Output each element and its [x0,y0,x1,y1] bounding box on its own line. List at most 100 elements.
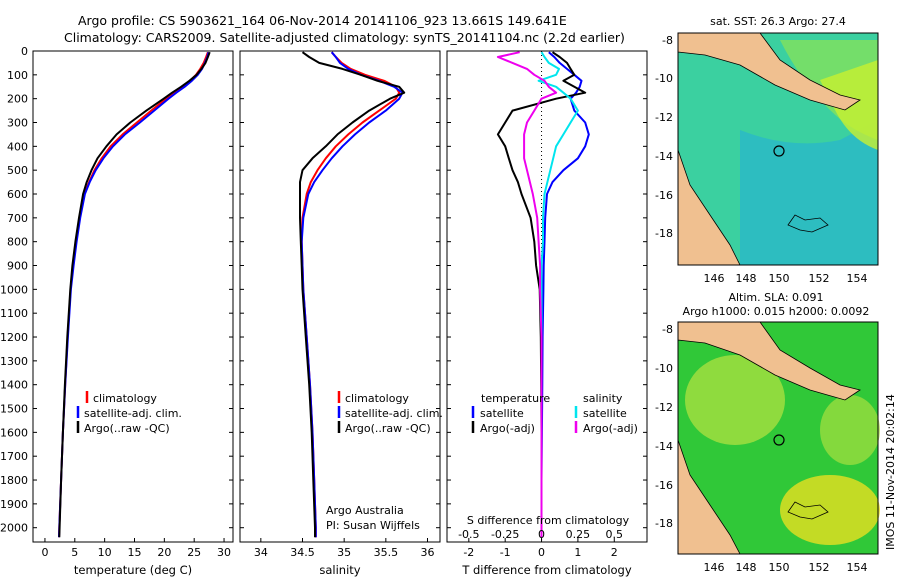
difference-legend: temperature salinity satellite Argo(-adj… [471,392,638,435]
x-tick-label: 25 [187,546,201,559]
temperature-plot: 0 5 10 15 20 25 30 temperature (deg C) climato… [41,51,231,577]
sal-legend-satellite: satellite-adj. clim. [345,407,443,420]
lat-tick: -18 [655,227,673,240]
depth-tick-label: 800 [7,236,28,249]
x-tick-label: 5 [71,546,78,559]
footer-stamp: IMOS 11-Nov-2014 20:02:14 [884,394,897,550]
lat-tick: -14 [655,440,673,453]
legend-t-satellite: satellite [480,407,524,420]
lon-tick: 150 [769,272,790,285]
depth-tick-label: 1900 [0,498,28,511]
salinity-panel-frame [239,50,441,543]
new-guinea-land [677,321,861,401]
sla-lon-ticks: 146 148 150 152 154 [704,561,868,574]
x-tick-label: 1 [574,546,581,559]
series-line-argo-raw-qc- [58,51,211,538]
sal-legend-argo: Argo(..raw -QC) [345,422,431,435]
x-tick-label: 35.5 [374,546,399,559]
argo-location-marker [773,145,785,157]
lat-tick: -8 [662,34,673,47]
temp-legend-climatology: climatology [93,392,157,405]
depth-tick-label: 600 [7,188,28,201]
difference-panel-frame [446,50,648,543]
lat-tick: -12 [655,401,673,414]
depth-tick-label: 400 [7,140,28,153]
t-difference-xlabel: T difference from climatology [461,563,632,577]
s-tick-label: 0.5 [606,528,624,541]
depth-tick-label: 100 [7,69,28,82]
sst-cool-region [740,120,878,265]
x-tick-label: 35 [337,546,351,559]
header-line-1: Argo profile: CS 5903621_164 06-Nov-2014… [78,13,567,28]
sla-high-region [685,355,785,445]
x-tick-label: 2 [611,546,618,559]
temp-legend-argo: Argo(..raw -QC) [84,422,170,435]
depth-tick-label: 1700 [0,450,28,463]
sla-map: Altim. SLA: 0.091 Argo h1000: 0.015 h200… [655,291,880,574]
lat-tick: -14 [655,150,673,163]
depth-axis: 0 100 200 300 400 500 600 700 800 900 1000 1100 1200… [0,45,647,535]
lon-tick: 154 [847,561,868,574]
depth-tick-label: 200 [7,93,28,106]
lon-tick: 146 [704,561,725,574]
temperature-panel-frame [32,50,234,543]
sla-peak-region [780,475,880,545]
sst-lon-ticks: 146 148 150 152 154 [704,272,868,285]
lon-tick: 150 [769,561,790,574]
series-line-satellite-adj-clim- [300,51,404,538]
sst-map-title: sat. SST: 26.3 Argo: 27.4 [710,15,846,28]
depth-tick-label: 1800 [0,474,28,487]
x-tick-label: 36 [421,546,435,559]
x-tick-label: 20 [157,546,171,559]
sal-legend-climatology: climatology [345,392,409,405]
sla-map-frame [677,321,879,555]
depth-tick-label: 1000 [0,283,28,296]
lat-tick: -10 [655,362,673,375]
s-tick-label: -0.5 [458,528,479,541]
depth-tick-label: 1500 [0,403,28,416]
legend-t-argo: Argo(-adj) [480,422,535,435]
lon-tick: 154 [847,272,868,285]
legend-s-argo: Argo(-adj) [583,422,638,435]
s-tick-label: -0.25 [491,528,519,541]
x-tick-label: 30 [217,546,231,559]
x-tick-label: 10 [98,546,112,559]
sla-map-subtitle: Argo h1000: 0.015 h2000: 0.0092 [683,305,870,318]
depth-tick-label: 1300 [0,355,28,368]
temperature-xlabel: temperature (deg C) [74,563,192,577]
lon-tick: 152 [809,561,830,574]
salinity-legend: climatology satellite-adj. clim. Argo(..… [337,391,443,435]
x-tick-label: 34.5 [290,546,315,559]
depth-tick-label: 1100 [0,307,28,320]
x-tick-label: 15 [127,546,141,559]
lon-tick: 146 [704,272,725,285]
depth-tick-label: 900 [7,260,28,273]
s-tick-label: 0.25 [566,528,591,541]
series-line-salinity-argo-adj- [496,51,558,538]
lon-tick: 148 [736,272,757,285]
depth-tick-label: 1400 [0,379,28,392]
x-tick-label: 0 [41,546,48,559]
salinity-xlabel: salinity [319,563,360,577]
x-tick-label: -1 [500,546,511,559]
depth-tick-label: 700 [7,212,28,225]
lat-tick: -12 [655,111,673,124]
lon-tick: 152 [809,272,830,285]
depth-tick-label: 300 [7,117,28,130]
temp-legend-satellite: satellite-adj. clim. [84,407,182,420]
legend-salinity-title: salinity [583,392,623,405]
sla-map-title: Altim. SLA: 0.091 [728,291,823,304]
reef-outline [787,501,829,520]
depth-tick-label: 1200 [0,331,28,344]
depth-tick-label: 0 [21,45,28,58]
sla-lat-ticks: -8 -10 -12 -14 -16 -18 [655,323,673,530]
legend-s-satellite: satellite [583,407,627,420]
series-line-argo-raw-qc- [299,51,406,538]
series-line-climatology [58,51,209,538]
x-tick-label: 34 [254,546,268,559]
s-difference-label: S difference from climatology [467,514,630,527]
new-guinea-land [677,32,861,111]
reef-outline [787,214,829,233]
lat-tick: -10 [655,72,673,85]
depth-tick-label: 1600 [0,426,28,439]
